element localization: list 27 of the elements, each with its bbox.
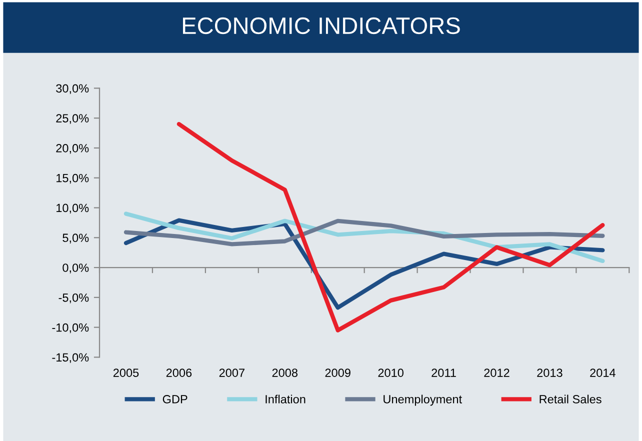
line-series (124, 218, 605, 246)
x-tick-label: 2014 (590, 368, 616, 377)
y-tick-label: 0,0% (62, 264, 89, 274)
x-tick-label: 2013 (537, 368, 562, 377)
legend-label: Unemployment (384, 394, 462, 406)
y-tick-label: 25,0% (56, 114, 89, 124)
y-tick-label: -10,0% (52, 323, 89, 334)
x-tick-label: 2008 (272, 368, 298, 377)
y-tick-label: 15,0% (56, 174, 89, 184)
x-tick-label: 2005 (113, 368, 139, 377)
y-tick-label: -5,0% (58, 293, 89, 304)
x-tick-label: 2011 (432, 368, 456, 377)
y-tick-label: 10,0% (56, 204, 89, 214)
x-tick-label: 2006 (166, 368, 192, 377)
y-tick-label: -15,0% (52, 353, 89, 363)
y-tick-label: 20,0% (56, 144, 89, 154)
legend-label: GDP (162, 395, 188, 404)
legend-label: Inflation (266, 394, 306, 404)
line-series (176, 122, 605, 332)
x-tick-label: 2007 (219, 368, 244, 377)
x-tick-label: 2009 (325, 368, 350, 377)
y-tick-label: 30,0% (56, 84, 89, 94)
x-tick-label: 2012 (484, 368, 510, 377)
chart-title: ECONOMIC INDICATORS (183, 17, 460, 34)
legend-label: Retail Sales (540, 394, 602, 404)
x-tick-label: 2010 (378, 368, 404, 377)
y-tick-label: 5,0% (62, 234, 89, 244)
